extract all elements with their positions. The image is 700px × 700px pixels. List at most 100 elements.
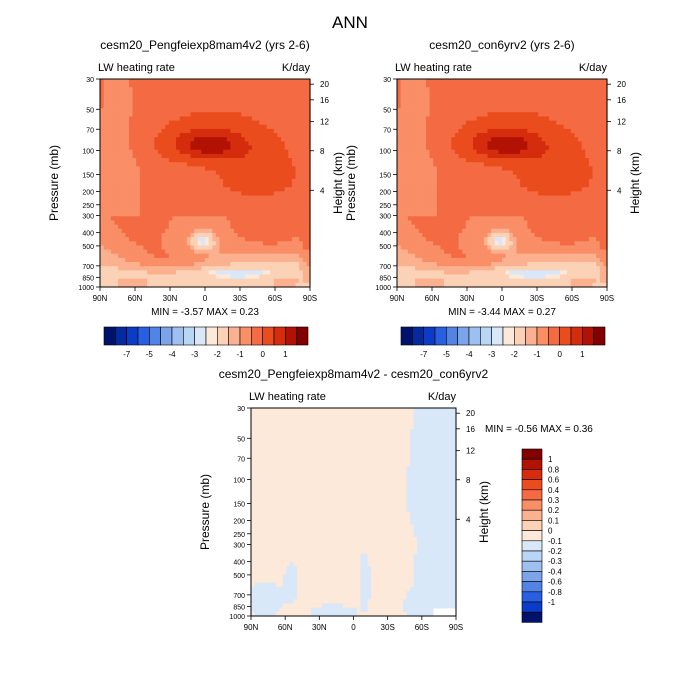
field-cell [306,203,311,209]
field-cell [208,212,213,217]
field-cell [578,162,583,167]
field-cell [277,87,282,93]
field-cell [273,91,279,97]
field-cell [288,232,293,238]
field-cell [147,158,152,163]
field-cell [103,128,108,134]
field-cell [603,153,608,159]
field-cell [100,91,105,97]
field-cell [226,232,231,238]
field-cell [473,170,478,176]
field-cell [262,120,268,126]
field-cell [273,241,279,246]
field-cell [179,116,184,122]
field-cell [150,245,155,251]
field-cell [440,112,445,118]
field-cell [444,149,449,155]
field-cell [306,237,311,242]
field-cell [248,191,253,197]
field-cell [436,183,442,188]
field-cell [205,166,210,172]
field-cell [523,83,528,88]
field-cell [281,266,286,271]
field-cell [136,112,141,118]
field-cell [302,241,307,246]
field-cell [458,174,463,180]
field-cell [574,187,579,192]
field-cell [121,199,126,205]
field-cell [176,203,181,209]
field-cell [270,95,275,101]
field-cell [429,108,434,113]
field-cell [241,270,246,276]
field-cell [139,103,145,109]
field-cell [469,158,474,163]
field-cell [136,149,141,155]
field-cell [176,245,181,251]
field-cell [125,162,130,167]
field-cell [241,220,246,226]
field-cell [219,262,224,267]
field-cell [262,278,268,284]
field-cell [603,195,608,201]
field-cell [516,133,521,138]
field-cell [183,266,188,271]
field-cell [176,153,181,159]
field-cell [559,212,565,217]
field-cell [556,216,561,222]
field-cell [603,87,608,93]
field-cell [125,224,130,230]
field-cell [440,137,445,142]
field-cell [556,83,561,88]
field-cell [114,153,119,159]
field-cell [219,232,224,238]
field-cell [143,253,148,259]
field-cell [255,262,260,267]
field-cell [125,133,130,138]
field-cell [103,187,108,192]
field-cell [172,220,177,226]
field-cell [273,79,279,84]
field-cell [212,224,217,230]
field-cell [498,216,503,222]
field-cell [291,174,297,180]
field-cell [215,83,221,88]
field-cell [107,282,112,288]
field-cell [415,212,420,217]
field-cell [194,174,199,180]
field-cell [483,195,489,201]
height-tick-label: 16 [320,96,329,105]
field-cell [194,153,199,159]
field-cell [545,87,550,93]
field-cell [157,241,163,246]
field-cell [172,141,177,147]
field-cell [516,83,521,88]
field-cell [596,87,601,93]
field-cell [107,79,112,84]
field-cell [186,199,192,205]
field-cell [143,116,148,122]
field-cell [404,108,409,113]
field-cell [252,232,257,238]
field-cell [281,187,286,192]
field-cell [128,228,134,234]
field-cell [581,183,586,188]
field-cell [284,253,289,259]
field-cell [179,207,184,213]
field-cell [165,237,170,242]
field-cell [530,145,536,151]
field-cell [255,253,260,259]
field-cell [578,158,583,163]
field-cell [447,174,452,180]
field-cell [103,216,108,222]
field-cell [281,278,286,284]
field-cell [100,253,105,259]
field-cell [107,245,112,251]
field-cell [219,191,224,197]
field-cell [139,245,145,251]
field-cell [447,158,452,163]
field-cell [291,128,297,134]
field-cell [527,141,532,147]
field-cell [208,87,213,93]
field-cell [121,274,126,280]
